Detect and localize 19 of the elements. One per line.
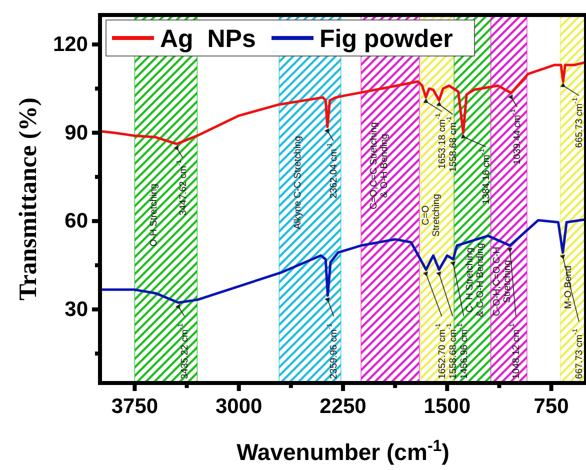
y-tick-label: 30 [64, 298, 88, 321]
legend-label: Fig powder [320, 25, 454, 53]
band-label: C=O Stretching [420, 194, 442, 237]
y-axis-title: Transmittance (%) [14, 98, 42, 300]
band-label: C=O,C=C Stretching & O-H Bending [368, 122, 390, 210]
x-tick-label: 2250 [320, 395, 366, 418]
x-axis-title: Wavenumber (cm$^{-1}$) [236, 437, 450, 465]
y-tick-label: 120 [52, 32, 88, 56]
x-tick-label: 3750 [111, 395, 158, 418]
x-tick-label: 3000 [216, 395, 262, 418]
band-label: C- H Stretching & C-O-H Bending [464, 243, 486, 318]
legend-label: Ag NPs [160, 25, 256, 53]
band-label: O-H Stretching [148, 184, 159, 247]
band-label: Alkyne C-C Stretching [292, 136, 304, 230]
y-tick-label: 90 [64, 121, 88, 144]
x-tick-label: 750 [534, 395, 569, 418]
band-label: C-O-H,C=O,C-H Stretching [490, 246, 512, 316]
y-tick-label: 60 [64, 210, 88, 233]
x-tick-label: 1500 [424, 395, 470, 418]
